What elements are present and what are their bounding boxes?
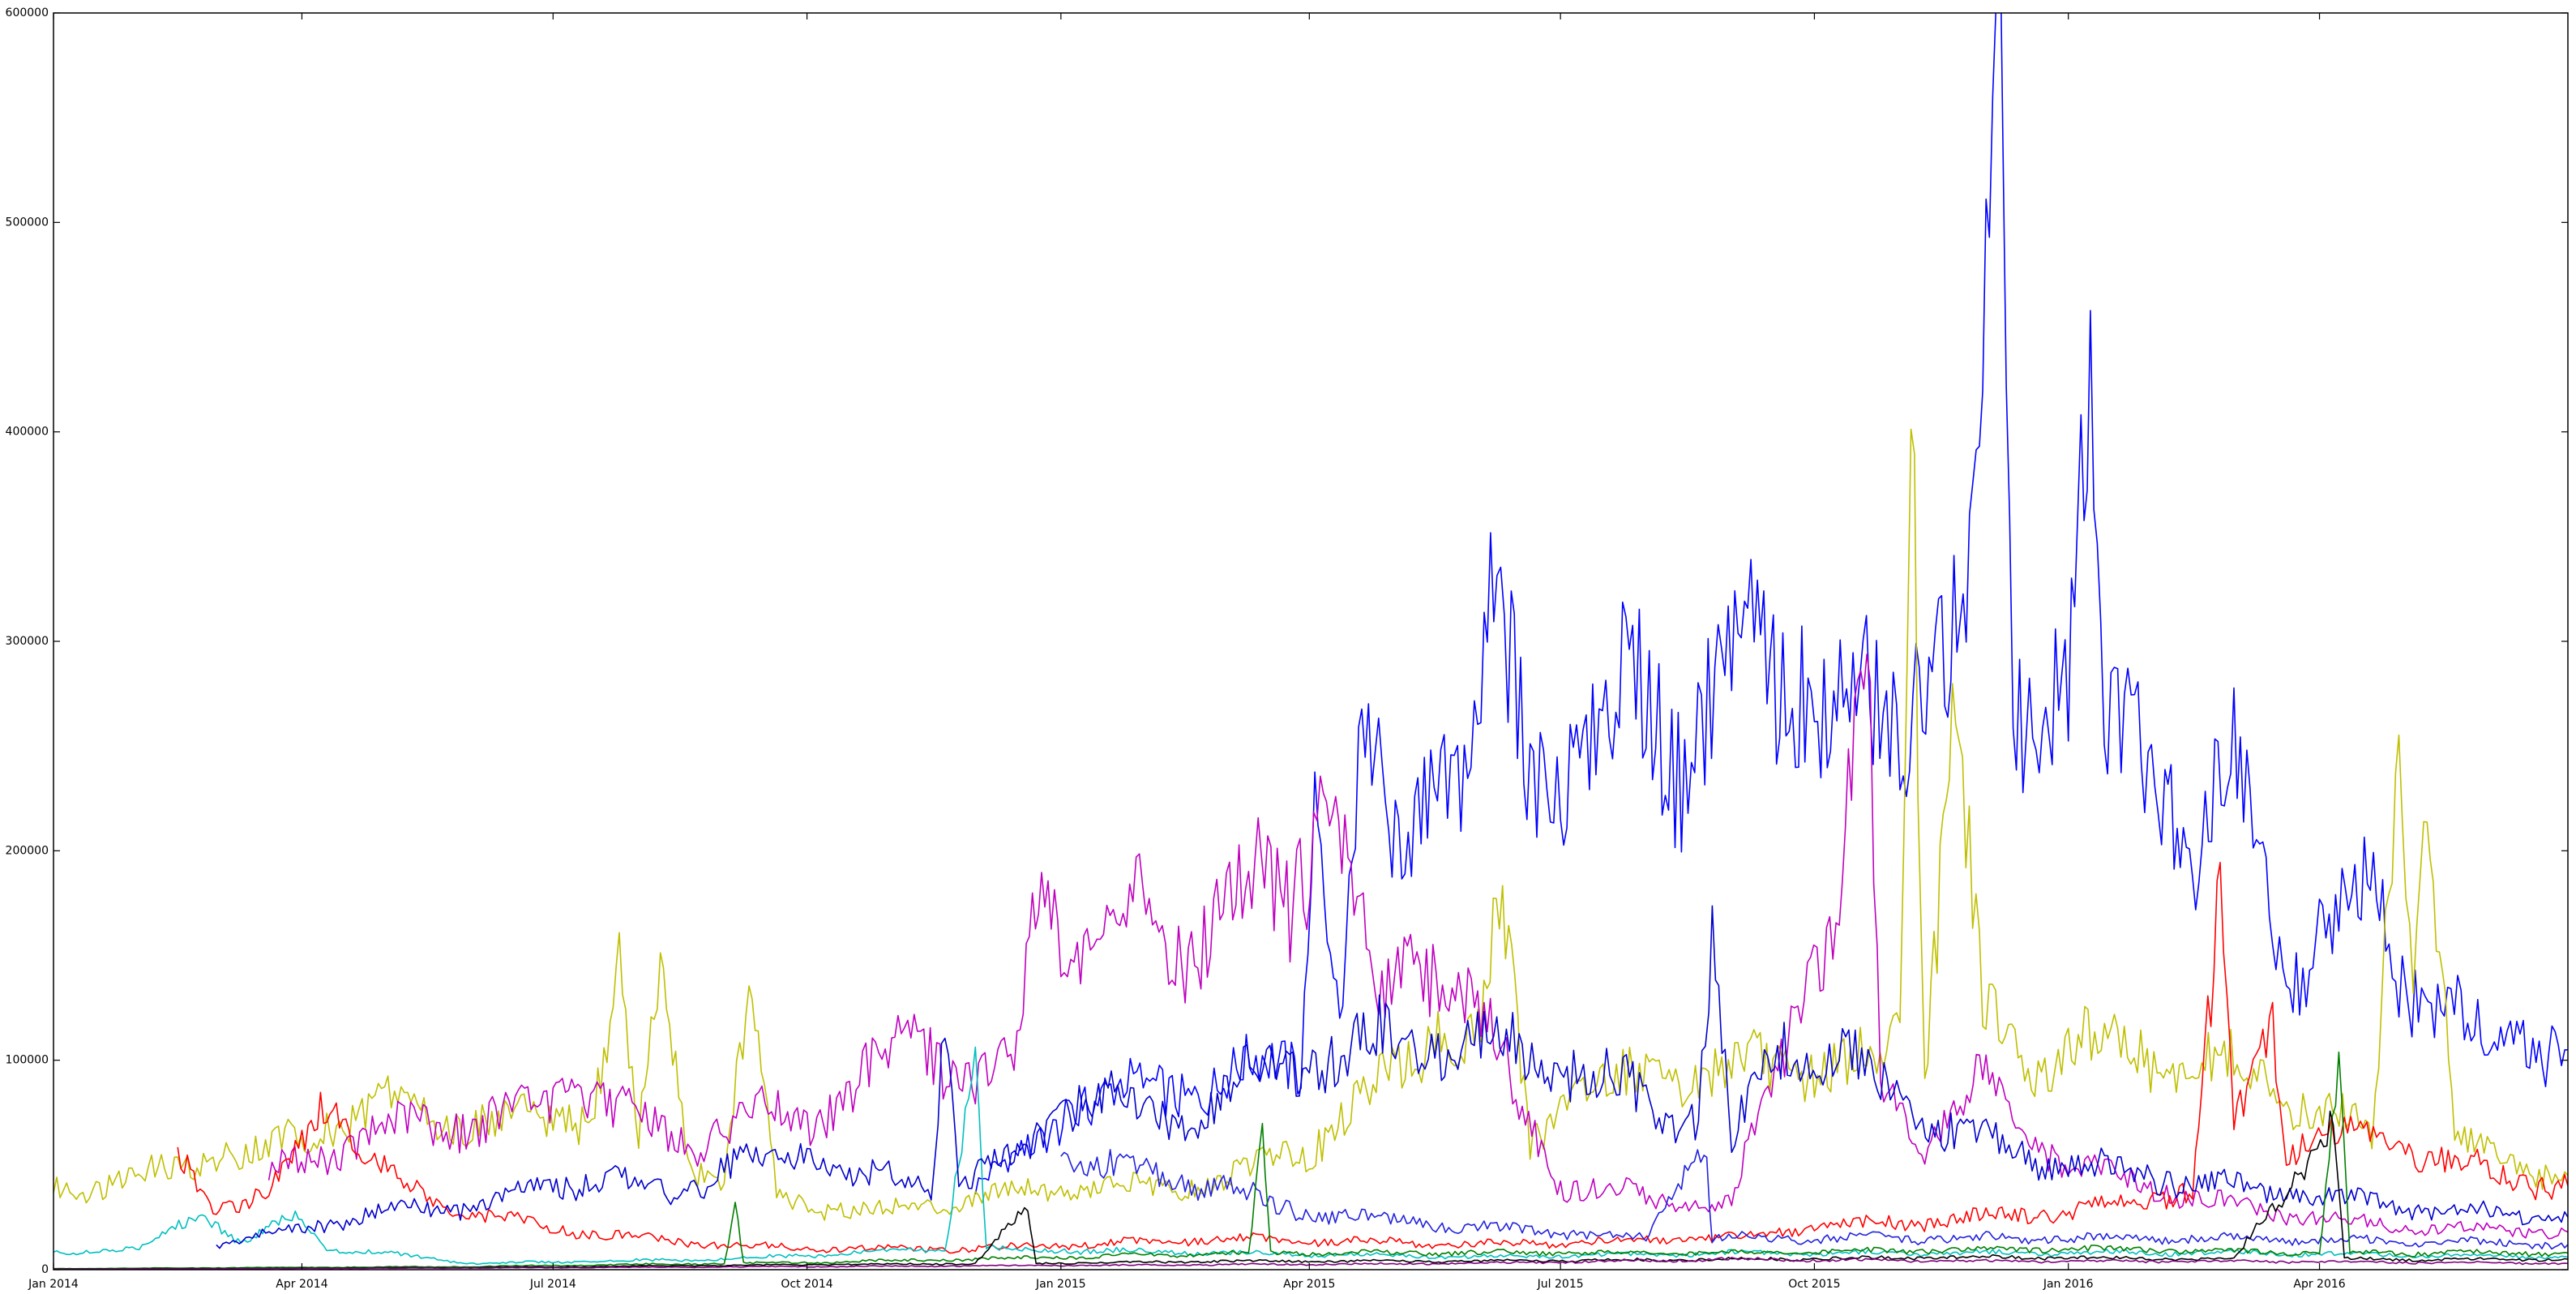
y-tick-label: 600000: [6, 6, 49, 19]
series-line-9: [53, 1110, 2568, 1270]
x-tick-label: Oct 2014: [781, 1278, 832, 1291]
x-tick-label: Jan 2014: [28, 1278, 79, 1291]
axis-ticks: [53, 12, 2568, 1270]
y-tick-label: 500000: [6, 216, 49, 229]
x-tick-label: Jul 2014: [529, 1278, 576, 1291]
plot-area: [53, 13, 2568, 1270]
series-line-6: [216, 905, 2568, 1249]
x-tick-label: Jan 2016: [2043, 1278, 2094, 1291]
series-line-1: [974, 13, 2568, 1195]
y-tick-label: 400000: [6, 426, 49, 439]
axis-tick-labels: Jan 2014 Apr 2014 Jul 2014 Oct 2014 Jan 2015…: [6, 6, 2346, 1291]
y-tick-label: 0: [41, 1263, 49, 1276]
x-tick-label: Apr 2014: [276, 1278, 327, 1291]
series-line-10: [53, 1257, 2568, 1270]
x-tick-label: Apr 2015: [1283, 1278, 1335, 1291]
x-tick-label: Jan 2015: [1035, 1278, 1086, 1291]
x-tick-label: Apr 2016: [2293, 1278, 2345, 1291]
x-tick-label: Oct 2015: [1788, 1278, 1840, 1291]
y-tick-label: 300000: [6, 635, 49, 648]
y-tick-label: 100000: [6, 1054, 49, 1067]
axes-frame: [53, 12, 2569, 1270]
x-tick-label: Jul 2015: [1537, 1278, 1584, 1291]
series-line-5: [53, 1046, 2568, 1266]
y-tick-label: 200000: [6, 844, 49, 857]
series-group: [53, 13, 2568, 1270]
series-line-3: [267, 653, 2568, 1240]
series-line-2: [53, 428, 2568, 1221]
series-line-4: [177, 861, 2568, 1254]
series-line-7: [1060, 1149, 2568, 1250]
